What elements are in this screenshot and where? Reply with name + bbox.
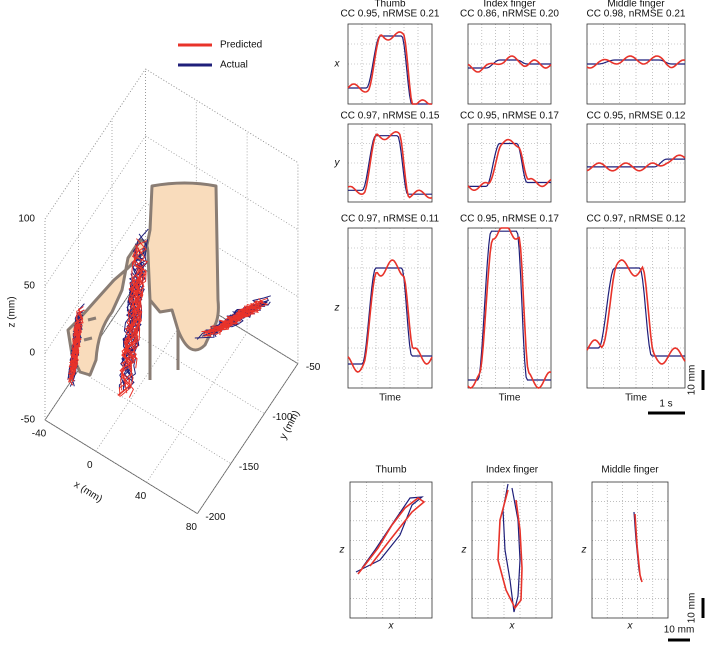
grid-line	[44, 68, 146, 220]
panel-stat: CC 0.95, nRMSE 0.17	[460, 214, 559, 225]
panel-frame	[347, 227, 433, 389]
time-trace	[586, 259, 686, 365]
box-edge	[44, 419, 198, 514]
grid-line	[145, 68, 299, 163]
column-title: Middle finger	[601, 465, 659, 476]
panel-frame	[347, 23, 433, 105]
x-axis-label: Time	[625, 393, 647, 404]
scale-label: 1 s	[659, 399, 672, 410]
y-tick-label: -150	[239, 462, 259, 473]
scale-label: 10 mm	[664, 625, 695, 636]
scale-label: 10 mm	[687, 593, 698, 624]
time-trace	[586, 154, 686, 172]
panel-frame	[586, 123, 686, 203]
column-title: Index finger	[483, 0, 536, 10]
x-axis-label: x (mm)	[72, 479, 104, 505]
trace-3d	[127, 247, 146, 369]
panel-frame	[467, 227, 552, 389]
column-title: Thumb	[375, 465, 407, 476]
x-axis-label: Time	[499, 393, 521, 404]
trajectory-trace	[497, 489, 523, 610]
time-trace	[467, 138, 552, 191]
x-axis-label: Time	[379, 393, 401, 404]
grid-line	[44, 202, 146, 354]
x-tick-label: 40	[135, 491, 147, 502]
trace-3d	[207, 303, 261, 332]
grid-line	[146, 332, 248, 483]
trace-3d	[121, 268, 145, 387]
x-axis-label: x	[509, 621, 516, 632]
y-tick-label: -100	[272, 412, 292, 423]
legend-label: Actual	[220, 60, 248, 71]
x-axis-label: x	[388, 621, 395, 632]
row-label: y	[334, 158, 341, 169]
y-tick-label: -50	[306, 362, 321, 373]
panel-stat: CC 0.95, nRMSE 0.21	[341, 9, 440, 20]
panel-stat: CC 0.97, nRMSE 0.11	[341, 214, 440, 225]
panel-frame	[349, 481, 433, 619]
scale-label: 10 mm	[687, 365, 698, 396]
time-trace	[468, 59, 551, 69]
time-trace	[587, 158, 685, 168]
grid-line	[197, 363, 299, 514]
y-axis-label: z	[581, 545, 587, 556]
panel-frame	[586, 227, 686, 389]
y-axis-label: z	[461, 545, 467, 556]
panel-frame	[591, 481, 669, 619]
trace-3d	[68, 327, 80, 385]
row-label: x	[334, 59, 341, 70]
hand	[66, 181, 220, 380]
time-trace	[586, 55, 686, 69]
y-axis-label: z	[339, 545, 345, 556]
time-trace	[348, 267, 432, 365]
grid-line	[78, 369, 232, 464]
panel-stat: CC 0.98, nRMSE 0.21	[587, 9, 686, 20]
panel-stat: CC 0.97, nRMSE 0.12	[587, 214, 686, 225]
trajectory-trace	[502, 483, 521, 613]
x-axis-label: x	[627, 621, 634, 632]
panel-stat: CC 0.86, nRMSE 0.20	[460, 9, 559, 20]
time-trace	[467, 55, 552, 73]
time-trace	[348, 35, 432, 105]
legend-label: Predicted	[220, 40, 262, 51]
time-trace	[468, 142, 551, 187]
grid-line	[44, 135, 146, 287]
trace-3d	[122, 240, 149, 355]
z-tick-label: 100	[18, 214, 35, 225]
panel-frame	[471, 481, 553, 619]
z-axis-label: z (mm)	[7, 296, 18, 327]
trajectory-trace	[634, 513, 643, 583]
row-label: z	[334, 303, 340, 314]
y-tick-label: -200	[205, 512, 225, 523]
z-tick-label: 0	[29, 348, 35, 359]
x-tick-label: 0	[87, 460, 93, 471]
time-trace	[347, 130, 433, 199]
trace-3d	[213, 297, 268, 329]
trace-3d	[128, 244, 143, 360]
trajectory-trace	[357, 497, 426, 575]
z-tick-label: 50	[24, 281, 36, 292]
time-trace	[348, 135, 432, 195]
column-title: Thumb	[374, 0, 406, 10]
time-trace	[467, 227, 552, 389]
x-tick-label: -40	[32, 429, 47, 440]
trajectory-trace	[355, 496, 424, 573]
panel-frame	[347, 123, 433, 203]
trace-3d	[202, 305, 260, 335]
z-tick-label: -50	[21, 415, 36, 426]
time-trace	[347, 31, 432, 105]
panel-stat: CC 0.95, nRMSE 0.17	[460, 111, 559, 122]
trace-3d	[68, 309, 85, 365]
x-tick-label: 80	[186, 522, 198, 533]
column-title: Middle finger	[607, 0, 665, 10]
panel-stat: CC 0.97, nRMSE 0.15	[341, 111, 440, 122]
trace-cloud	[67, 228, 271, 398]
time-trace	[347, 259, 433, 373]
panel-stat: CC 0.95, nRMSE 0.12	[587, 111, 686, 122]
panel-frame	[467, 123, 552, 203]
column-title: Index finger	[486, 465, 539, 476]
